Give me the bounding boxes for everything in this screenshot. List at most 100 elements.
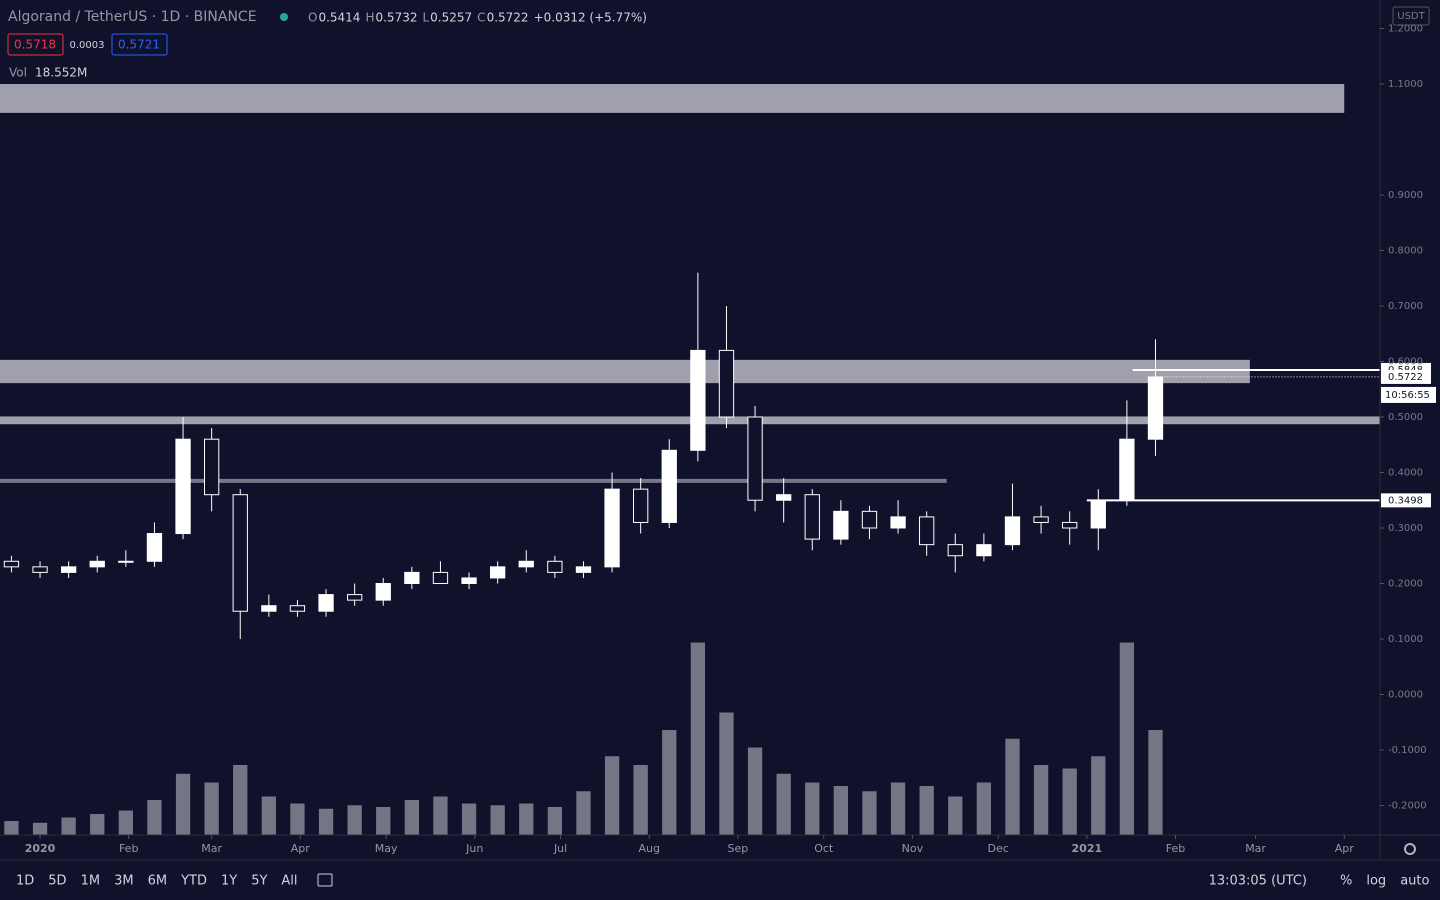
candle-body [1147, 376, 1164, 440]
zone [0, 84, 1345, 113]
countdown: 10:56:55 [1385, 390, 1430, 401]
volume-bar [919, 786, 934, 835]
candle-body [1004, 516, 1021, 546]
volume-bar [547, 807, 563, 835]
candle-body [32, 566, 48, 573]
volume-bar [633, 765, 648, 835]
volume-bar [61, 817, 76, 835]
volume-bar [519, 803, 534, 835]
candle-body [375, 582, 391, 601]
y-tick-label: 0.9000 [1388, 190, 1423, 201]
volume-bar [404, 800, 420, 835]
volume-bar [833, 786, 849, 835]
ohlc-value: 0.5414 [318, 11, 360, 25]
volume-bar [890, 782, 906, 835]
clock: 13:03:05 (UTC) [1209, 874, 1307, 889]
range-button[interactable]: YTD [180, 874, 207, 889]
range-button[interactable]: All [281, 874, 297, 889]
y-tick-label: 1.1000 [1388, 79, 1423, 90]
y-tick-label: 0.2000 [1388, 578, 1423, 589]
candle-body [318, 594, 334, 612]
ohlc-value: 0.5722 [487, 11, 529, 25]
range-button[interactable]: 1Y [221, 874, 237, 889]
ohlc-key: C [477, 11, 485, 25]
candle-body [718, 349, 735, 418]
ohlc-value: 0.5257 [430, 11, 472, 25]
volume-bar [433, 796, 448, 835]
volume-bar [204, 782, 219, 835]
candle-body [89, 560, 105, 568]
candle-body [1090, 499, 1106, 529]
range-button[interactable]: 3M [114, 874, 134, 889]
x-tick-label: Mar [1245, 842, 1266, 855]
candle-body [347, 594, 363, 601]
volume-bar [490, 805, 505, 835]
currency[interactable]: USDT [1397, 11, 1425, 22]
range-button[interactable]: 1D [16, 874, 34, 889]
volume-bar [90, 814, 105, 835]
currency-box[interactable] [1392, 6, 1430, 26]
range-button[interactable]: 5Y [251, 874, 267, 889]
volume-bar [318, 808, 334, 835]
date-range-icon[interactable] [317, 873, 333, 887]
range-button[interactable]: 1M [81, 874, 101, 889]
x-tick-label: Apr [291, 842, 311, 855]
x-tick-label: Dec [988, 842, 1009, 855]
candle-body [432, 571, 449, 584]
x-tick-label: Apr [1335, 842, 1355, 855]
volume-bar [175, 773, 191, 835]
volume-value: 18.552M [35, 66, 87, 80]
ohlc-change: +0.0312 (+5.77%) [534, 11, 647, 25]
candle-body [461, 577, 477, 584]
ohlc-value: 0.5732 [375, 11, 417, 25]
candle-body [289, 605, 306, 612]
price-label: 0.3498 [1388, 495, 1423, 506]
candle-body [833, 510, 849, 540]
candle-body [633, 488, 649, 523]
volume-bar [118, 810, 133, 835]
volume-label: Vol [9, 66, 27, 80]
volume-bar [233, 765, 248, 835]
volume-bar [1033, 765, 1049, 835]
volume-bar [32, 822, 48, 835]
axis-option[interactable]: auto [1400, 874, 1429, 889]
x-tick-label: Nov [902, 842, 924, 855]
candle-body [490, 566, 506, 579]
volume-bar [862, 791, 877, 835]
candle-body [203, 438, 220, 496]
x-tick-label: 2020 [25, 842, 56, 855]
candle-body [146, 533, 163, 562]
candle-body [60, 566, 77, 573]
y-tick-label: 0.6000 [1388, 357, 1423, 368]
candle-body [890, 516, 906, 529]
ohlc-key: H [365, 11, 374, 25]
volume-bar [147, 800, 162, 835]
ohlc-key: L [422, 11, 429, 25]
axis-option[interactable]: % [1340, 874, 1352, 889]
y-tick-label: 0.3000 [1388, 523, 1423, 534]
settings-icon[interactable] [1404, 843, 1416, 855]
range-button[interactable]: 6M [148, 874, 168, 889]
axis-option[interactable]: log [1366, 874, 1386, 889]
candle-body [976, 544, 992, 557]
x-tick-label: May [375, 842, 398, 855]
spread: 0.0003 [70, 40, 105, 51]
range-button[interactable]: 5D [48, 874, 66, 889]
volume-bar [1119, 642, 1135, 835]
candle-body [1033, 516, 1049, 523]
volume-bar [1091, 756, 1106, 835]
volume-bar [4, 821, 19, 835]
y-tick-label: 0.1000 [1388, 634, 1423, 645]
candle-body [747, 416, 763, 501]
status-dot [280, 13, 288, 21]
candle-body [3, 560, 20, 568]
candle-body [776, 494, 792, 501]
y-tick-label: 0.0000 [1388, 689, 1423, 700]
candle-body [661, 449, 677, 523]
candle-body [690, 349, 706, 451]
ask: 0.5721 [118, 38, 160, 52]
candle-body [1119, 438, 1135, 501]
candle-body [547, 560, 563, 573]
candle-body [175, 438, 191, 535]
volume-bar [776, 773, 791, 835]
